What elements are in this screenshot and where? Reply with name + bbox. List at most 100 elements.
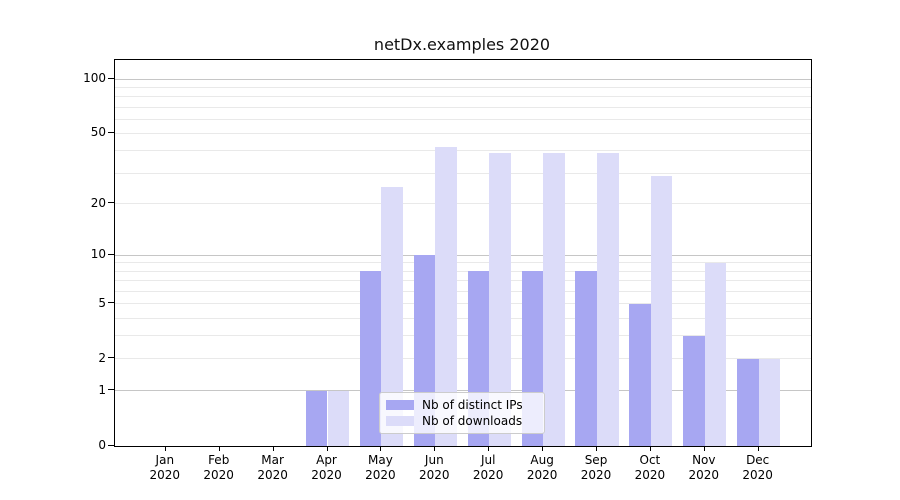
gridline-minor-40: [115, 150, 811, 152]
x-tick-month: Jun: [424, 453, 444, 467]
gridline-major-10: [115, 254, 811, 256]
x-tick-mark-aug: [542, 446, 544, 451]
gridline-minor-60: [115, 118, 811, 120]
x-tick-mark-apr: [326, 446, 328, 451]
legend-item-downloads: Nb of downloads: [386, 414, 538, 428]
gridline-minor-30: [115, 172, 811, 174]
x-tick-label-oct: Oct 2020: [618, 453, 682, 483]
x-tick-mark-oct: [649, 446, 651, 451]
y-tick-label-20: 20: [90, 195, 106, 210]
x-tick-month: May: [367, 453, 393, 467]
x-tick-year: 2020: [311, 468, 342, 482]
gridline-minor-9: [115, 262, 811, 264]
x-tick-label-sep: Sep 2020: [564, 453, 628, 483]
x-tick-year: 2020: [365, 468, 396, 482]
gridline-minor-5: [115, 303, 811, 305]
bar-downloads-sep: [597, 152, 619, 446]
x-tick-month: Nov: [692, 453, 716, 467]
x-tick-label-feb: Feb 2020: [187, 453, 251, 483]
x-tick-year: 2020: [419, 468, 450, 482]
y-tick-label-50: 50: [90, 125, 106, 140]
gridline-minor-4: [115, 317, 811, 319]
y-tick-mark-100: [108, 77, 114, 79]
chart-title: netDx.examples 2020: [373, 35, 551, 54]
x-tick-month: Dec: [746, 453, 770, 467]
legend-swatch-downloads: [386, 416, 414, 427]
gridline-minor-3: [115, 335, 811, 337]
gridline-minor-2: [115, 358, 811, 360]
gridline-minor-80: [115, 96, 811, 98]
bar-distinct_ips-dec: [737, 358, 759, 446]
legend-swatch-distinct-ips: [386, 399, 414, 410]
x-tick-label-jan: Jan 2020: [133, 453, 197, 483]
gridline-major-100: [115, 78, 811, 80]
x-tick-label-may: May 2020: [348, 453, 412, 483]
x-tick-month: Jan: [155, 453, 175, 467]
x-tick-label-jul: Jul 2020: [456, 453, 520, 483]
bar-downloads-may: [381, 187, 403, 446]
y-tick-mark-20: [108, 202, 114, 204]
x-tick-month: Aug: [530, 453, 554, 467]
x-tick-mark-nov: [703, 446, 705, 451]
bar-downloads-jun: [435, 147, 457, 446]
bar-distinct_ips-sep: [575, 271, 597, 446]
x-tick-mark-may: [380, 446, 382, 451]
legend: Nb of distinct IPs Nb of downloads: [379, 392, 545, 434]
x-tick-year: 2020: [149, 468, 181, 482]
legend-label-distinct-ips: Nb of distinct IPs: [422, 397, 523, 412]
x-tick-label-mar: Mar 2020: [241, 453, 305, 483]
y-tick-label-0: 0: [98, 438, 106, 452]
bar-downloads-oct: [650, 175, 673, 446]
x-tick-mark-jun: [434, 446, 436, 451]
x-tick-label-dec: Dec 2020: [726, 453, 790, 483]
gridline-minor-7: [115, 280, 811, 282]
y-tick-mark-50: [108, 131, 114, 133]
y-tick-mark-2: [108, 357, 114, 359]
gridline-minor-70: [115, 106, 811, 108]
bar-downloads-jul: [489, 152, 511, 446]
x-tick-year: 2020: [257, 468, 288, 482]
x-tick-month: Sep: [584, 453, 608, 467]
y-tick-label-2: 2: [98, 350, 106, 365]
gridline-major-1: [115, 390, 811, 392]
y-tick-label-5: 5: [98, 295, 106, 310]
x-tick-year: 2020: [634, 468, 666, 482]
gridline-minor-50: [115, 132, 811, 134]
bar-downloads-nov: [704, 262, 727, 446]
x-tick-label-apr: Apr 2020: [295, 453, 359, 483]
bar-distinct_ips-oct: [629, 303, 651, 446]
y-tick-mark-5: [108, 302, 114, 304]
plot-area: [114, 59, 812, 447]
bar-distinct_ips-may: [359, 271, 382, 446]
x-tick-mark-jul: [488, 446, 490, 451]
bar-downloads-aug: [543, 152, 565, 446]
x-tick-month: Feb: [208, 453, 230, 467]
x-tick-month: Oct: [639, 453, 661, 467]
x-tick-year: 2020: [203, 468, 234, 482]
gridline-minor-8: [115, 270, 811, 272]
x-tick-label-nov: Nov 2020: [672, 453, 736, 483]
bar-distinct_ips-nov: [683, 335, 705, 446]
x-tick-label-aug: Aug 2020: [510, 453, 574, 483]
y-tick-mark-0: [108, 444, 114, 446]
y-tick-mark-10: [108, 253, 114, 255]
legend-item-distinct-ips: Nb of distinct IPs: [386, 398, 538, 412]
y-tick-label-100: 100: [83, 71, 106, 86]
x-tick-year: 2020: [526, 468, 558, 482]
gridline-minor-6: [115, 290, 811, 292]
y-tick-mark-1: [108, 389, 114, 391]
x-tick-mark-feb: [218, 446, 220, 451]
gridline-minor-90: [115, 86, 811, 88]
x-tick-mark-dec: [757, 446, 759, 451]
bar-distinct_ips-apr: [305, 390, 328, 446]
x-tick-year: 2020: [580, 468, 612, 482]
gridline-minor-20: [115, 203, 811, 205]
x-tick-label-jun: Jun 2020: [402, 453, 466, 483]
x-tick-mark-sep: [596, 446, 597, 451]
bar-downloads-dec: [758, 358, 781, 446]
x-tick-mark-mar: [272, 446, 274, 451]
x-tick-year: 2020: [688, 468, 720, 482]
legend-label-downloads: Nb of downloads: [422, 414, 523, 429]
x-tick-month: Mar: [261, 453, 284, 467]
